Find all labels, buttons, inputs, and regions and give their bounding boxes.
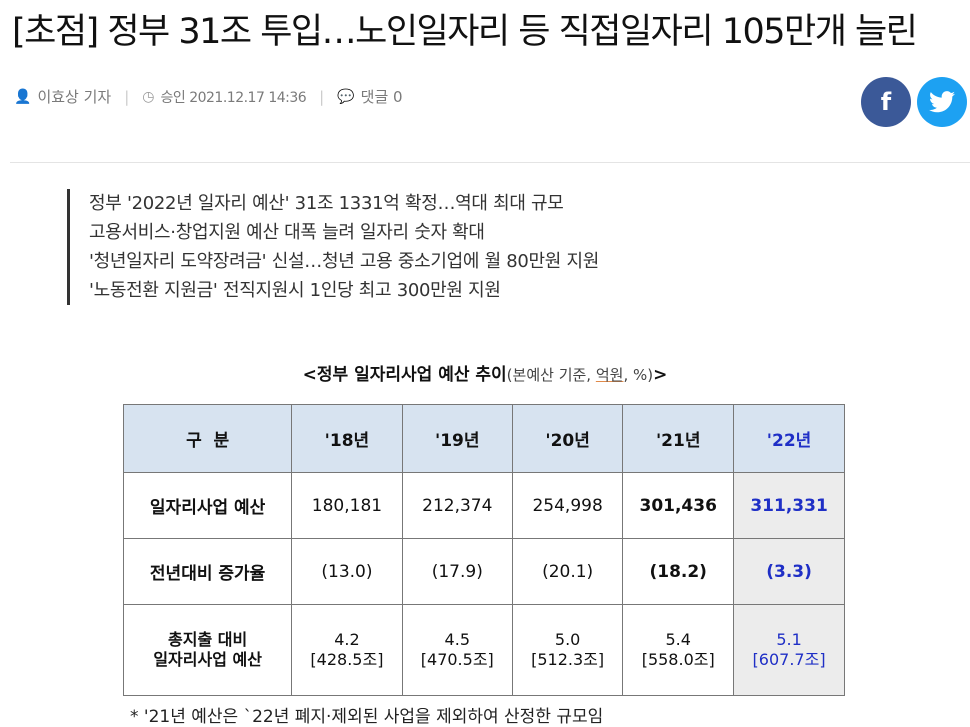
comment-icon: 💬 — [337, 88, 355, 105]
facebook-icon: f — [880, 88, 892, 116]
meta-divider: | — [124, 87, 130, 106]
facebook-share-button[interactable]: f — [861, 77, 911, 127]
caption-close: > — [653, 365, 668, 385]
user-icon: 👤 — [14, 88, 32, 105]
cell-total: [470.5조] — [420, 650, 494, 669]
cell-total: [607.7조] — [752, 650, 826, 669]
header-divider — [10, 162, 970, 163]
cell-pct: 5.0 — [554, 630, 581, 649]
table-cell-highlight: 311,331 — [733, 472, 845, 539]
row-label: 일자리사업 예산 — [122, 472, 293, 539]
table-cell: (20.1) — [511, 538, 624, 605]
caption-sub-a: (본예산 기준, — [506, 366, 596, 384]
cell-pct: 5.4 — [665, 630, 691, 649]
article-summary: 정부 '2022년 일자리 예산' 31조 1331억 확정…역대 최대 규모 … — [67, 189, 599, 305]
table-cell: 5.0 [512.3조] — [511, 604, 624, 696]
caption-open: < — [302, 365, 317, 385]
meta-divider: | — [319, 87, 325, 106]
budget-table: 구 분 '18년 '19년 '20년 '21년 '22년 일자리사업 예산 18… — [122, 404, 845, 696]
year-header: '20년 — [511, 404, 624, 473]
table-footnote: * '21년 예산은 `22년 폐지·제외된 사업을 제외하여 산정한 규모임 — [130, 707, 604, 727]
cell-pct: 5.1 — [776, 630, 802, 649]
table-row: 전년대비 증가율 (13.0) (17.9) (20.1) (18.2) (3.… — [122, 538, 845, 605]
caption-sub-b: , %) — [623, 366, 654, 384]
clock-icon: ◷ — [142, 88, 155, 105]
table-cell: 180,181 — [291, 472, 403, 539]
approved-date: 승인 2021.12.17 14:36 — [160, 89, 307, 106]
cell-total: [558.0조] — [641, 650, 715, 669]
row-label: 총지출 대비 일자리사업 예산 — [122, 604, 293, 696]
table-cell: 212,374 — [401, 472, 513, 539]
summary-line: '노동전환 지원금' 전직지원시 1인당 최고 300만원 지원 — [89, 280, 501, 301]
table-header-row: 구 분 '18년 '19년 '20년 '21년 '22년 — [122, 404, 845, 473]
year-header: '18년 — [291, 404, 403, 473]
table-caption: <정부 일자리사업 예산 추이(본예산 기준, 억원, %)> — [0, 360, 970, 385]
year-header: '19년 — [401, 404, 513, 473]
table-cell: 4.5 [470.5조] — [401, 604, 513, 696]
table-cell: (17.9) — [401, 538, 513, 605]
row-label-line: 총지출 대비 — [168, 630, 248, 649]
table-cell-highlight: 5.1 [607.7조] — [733, 604, 845, 696]
article-meta: 👤 이효상 기자 | ◷ 승인 2021.12.17 14:36 | 💬 댓글 … — [14, 86, 403, 107]
summary-line: 정부 '2022년 일자리 예산' 31조 1331억 확정…역대 최대 규모 — [89, 193, 564, 214]
year-header: '21년 — [622, 404, 735, 473]
caption-unit: 억원 — [595, 366, 624, 384]
table-cell: 4.2 [428.5조] — [291, 604, 403, 696]
year-header-highlight: '22년 — [733, 404, 845, 473]
corner-cell: 구 분 — [122, 404, 293, 473]
table-row: 총지출 대비 일자리사업 예산 4.2 [428.5조] 4.5 [470.5조… — [122, 604, 845, 696]
cell-pct: 4.2 — [334, 630, 360, 649]
caption-title: 정부 일자리사업 예산 추이 — [316, 365, 507, 385]
comment-count[interactable]: 댓글 0 — [360, 88, 403, 106]
table-cell: 5.4 [558.0조] — [622, 604, 735, 696]
twitter-share-button[interactable] — [917, 77, 967, 127]
cell-total: [512.3조] — [531, 650, 605, 669]
cell-total: [428.5조] — [310, 650, 384, 669]
twitter-icon — [929, 91, 955, 113]
article-headline: [초점] 정부 31조 투입…노인일자리 등 직접일자리 105만개 늘린 — [12, 12, 918, 52]
table-cell: (13.0) — [291, 538, 403, 605]
table-cell: (18.2) — [622, 538, 735, 605]
table-cell-highlight: (3.3) — [733, 538, 845, 605]
table-cell: 301,436 — [622, 472, 735, 539]
table-cell: 254,998 — [511, 472, 624, 539]
row-label-line: 일자리사업 예산 — [153, 650, 262, 669]
table-row: 일자리사업 예산 180,181 212,374 254,998 301,436… — [122, 472, 845, 539]
summary-line: 고용서비스·창업지원 예산 대폭 늘려 일자리 숫자 확대 — [89, 222, 485, 243]
row-label: 전년대비 증가율 — [122, 538, 293, 605]
summary-line: '청년일자리 도약장려금' 신설…청년 고용 중소기업에 월 80만원 지원 — [89, 251, 600, 272]
cell-pct: 4.5 — [444, 630, 470, 649]
byline: 이효상 기자 — [37, 88, 112, 106]
